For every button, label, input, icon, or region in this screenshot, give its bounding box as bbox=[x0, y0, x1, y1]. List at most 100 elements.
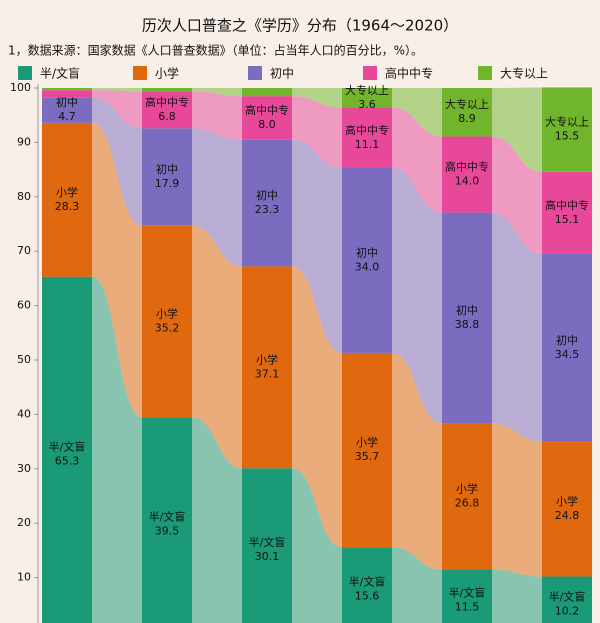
bar-segment bbox=[142, 417, 192, 623]
flow-band bbox=[292, 468, 342, 623]
segment-value: 34.0 bbox=[355, 260, 380, 273]
segment-value: 38.8 bbox=[455, 318, 480, 331]
y-tick-label: 80 bbox=[17, 190, 31, 203]
bar-segment bbox=[42, 97, 92, 123]
segment-name: 小学 bbox=[356, 435, 378, 449]
bar-segment bbox=[42, 122, 92, 277]
bar-segment bbox=[142, 225, 192, 418]
segment-name: 高中中专 bbox=[345, 123, 389, 137]
segment-value: 26.8 bbox=[455, 497, 480, 510]
bar-segment bbox=[342, 88, 392, 108]
bar-segment bbox=[342, 352, 392, 548]
segment-name: 半/文盲 bbox=[549, 589, 586, 603]
segment-value: 28.3 bbox=[55, 200, 80, 213]
flow-band bbox=[492, 87, 542, 172]
segment-name: 大专以上 bbox=[545, 115, 589, 129]
bar-segment bbox=[542, 171, 592, 254]
y-tick-label: 30 bbox=[17, 462, 31, 475]
flow-band bbox=[492, 423, 542, 577]
segment-name: 高中中专 bbox=[545, 198, 589, 212]
bar-segment bbox=[442, 569, 492, 623]
segment-value: 15.5 bbox=[555, 130, 580, 143]
flow-band bbox=[492, 212, 542, 442]
segment-value: 10.2 bbox=[555, 604, 580, 617]
segment-name: 半/文盲 bbox=[449, 586, 486, 600]
segment-value: 23.3 bbox=[255, 203, 280, 216]
segment-value: 30.1 bbox=[255, 550, 280, 563]
legend-label: 半/文盲 bbox=[40, 66, 80, 81]
y-tick-label: 50 bbox=[17, 353, 31, 366]
segment-name: 初中 bbox=[256, 188, 278, 202]
chart-subtitle: 1，数据来源：国家数据《人口普查数据》（单位：占当年人口的百分比，%）。 bbox=[8, 43, 423, 58]
segment-value: 11.5 bbox=[455, 601, 480, 614]
segment-name: 小学 bbox=[256, 352, 278, 366]
segment-value: 15.6 bbox=[355, 590, 380, 603]
y-tick-label: 70 bbox=[17, 244, 31, 257]
y-tick-label: 40 bbox=[17, 407, 31, 420]
segment-name: 小学 bbox=[156, 306, 178, 320]
segment-name: 高中中专 bbox=[145, 95, 189, 109]
y-tick-label: 100 bbox=[10, 81, 31, 94]
y-tick-label: 60 bbox=[17, 299, 31, 312]
flow-band bbox=[192, 128, 242, 267]
bar-segment bbox=[242, 468, 292, 623]
segment-name: 半/文盲 bbox=[149, 510, 186, 524]
flow-band bbox=[192, 225, 242, 469]
segment-value: 14.0 bbox=[455, 174, 480, 187]
segment-value: 3.6 bbox=[358, 98, 376, 111]
bar-segment bbox=[342, 547, 392, 623]
legend-swatch bbox=[363, 66, 377, 80]
segment-value: 37.1 bbox=[255, 367, 280, 380]
segment-value: 35.7 bbox=[355, 450, 380, 463]
segment-value: 15.1 bbox=[555, 213, 580, 226]
flow-band bbox=[192, 91, 242, 140]
bar-segment bbox=[42, 90, 92, 98]
bar-segment bbox=[242, 139, 292, 267]
legend-label: 初中 bbox=[270, 66, 294, 81]
bar-segment bbox=[142, 91, 192, 129]
bar-segment bbox=[142, 128, 192, 226]
flow-band bbox=[92, 88, 142, 92]
flow-band bbox=[292, 266, 342, 548]
legend-swatch bbox=[133, 66, 147, 80]
segment-name: 高中中专 bbox=[445, 159, 489, 173]
bar-segment bbox=[542, 576, 592, 623]
y-tick-label: 90 bbox=[17, 135, 31, 148]
segment-value: 17.9 bbox=[155, 177, 180, 190]
legend-swatch bbox=[478, 66, 492, 80]
flow-band bbox=[92, 90, 142, 129]
segment-name: 半/文盲 bbox=[349, 575, 386, 589]
flow-band bbox=[92, 276, 142, 623]
bar-segment bbox=[242, 266, 292, 469]
flow-band bbox=[392, 167, 442, 424]
flow-band bbox=[492, 136, 542, 254]
segment-name: 初中 bbox=[156, 162, 178, 176]
bar-segment bbox=[542, 253, 592, 442]
segment-value: 35.2 bbox=[155, 321, 180, 334]
bar-segment bbox=[42, 88, 92, 91]
segment-name: 小学 bbox=[456, 482, 478, 496]
flow-band bbox=[92, 122, 142, 418]
bar-segment bbox=[242, 88, 292, 97]
segment-value: 34.5 bbox=[555, 348, 580, 361]
segment-name: 半/文盲 bbox=[249, 535, 286, 549]
legend-swatch bbox=[248, 66, 262, 80]
chart-title: 历次人口普查之《学历》分布（1964～2020） bbox=[142, 17, 458, 35]
flow-band bbox=[492, 569, 542, 623]
bar-segment bbox=[142, 88, 192, 92]
bar-segment bbox=[542, 441, 592, 577]
segment-name: 初中 bbox=[56, 95, 78, 109]
segment-value: 8.0 bbox=[258, 118, 276, 131]
segment-value: 65.3 bbox=[55, 454, 80, 467]
bar-segment bbox=[342, 107, 392, 168]
bar-segment bbox=[42, 276, 92, 623]
flow-band bbox=[292, 139, 342, 353]
legend-label: 高中中专 bbox=[385, 66, 433, 81]
bar-segment bbox=[342, 167, 392, 353]
flow-band bbox=[292, 96, 342, 168]
bar-segment bbox=[442, 136, 492, 213]
segment-value: 39.5 bbox=[155, 525, 180, 538]
segment-name: 小学 bbox=[56, 185, 78, 199]
segment-name: 小学 bbox=[556, 494, 578, 508]
